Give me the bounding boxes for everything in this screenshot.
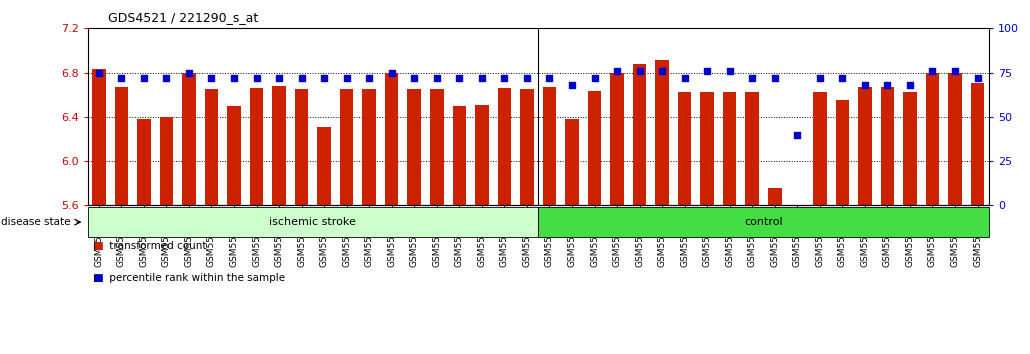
Text: ■  transformed count: ■ transformed count: [93, 241, 206, 251]
Bar: [700, 92, 714, 205]
Text: ■  percentile rank within the sample: ■ percentile rank within the sample: [93, 273, 285, 282]
Bar: [610, 73, 624, 205]
Point: [677, 75, 693, 81]
Point: [880, 82, 896, 88]
Point: [294, 75, 310, 81]
Bar: [363, 89, 376, 205]
Point: [360, 75, 377, 81]
Bar: [538, 207, 989, 237]
Bar: [655, 61, 668, 205]
Point: [901, 82, 918, 88]
Bar: [723, 92, 736, 205]
Point: [857, 82, 873, 88]
Point: [924, 68, 940, 74]
Bar: [137, 119, 150, 205]
Point: [812, 75, 828, 81]
Point: [609, 68, 625, 74]
Bar: [317, 127, 331, 205]
Bar: [858, 87, 871, 205]
Point: [789, 132, 805, 137]
Point: [451, 75, 468, 81]
Bar: [835, 100, 849, 205]
Bar: [768, 188, 782, 205]
Bar: [431, 89, 444, 205]
Point: [136, 75, 152, 81]
Point: [721, 68, 737, 74]
Bar: [881, 87, 894, 205]
Bar: [746, 92, 759, 205]
Point: [203, 75, 219, 81]
Point: [271, 75, 287, 81]
Bar: [813, 92, 826, 205]
Bar: [205, 89, 218, 205]
Point: [91, 70, 107, 75]
Point: [834, 75, 851, 81]
Text: control: control: [744, 217, 783, 227]
Bar: [588, 91, 602, 205]
Bar: [949, 73, 962, 205]
Bar: [88, 207, 538, 237]
Point: [631, 68, 648, 74]
Text: GDS4521 / 221290_s_at: GDS4521 / 221290_s_at: [108, 11, 259, 24]
Bar: [926, 73, 939, 205]
Point: [654, 68, 671, 74]
Bar: [340, 89, 353, 205]
Point: [563, 82, 580, 88]
Point: [159, 75, 175, 81]
Bar: [160, 117, 173, 205]
Bar: [475, 105, 488, 205]
Bar: [272, 86, 285, 205]
Point: [180, 70, 197, 75]
Point: [496, 75, 513, 81]
Point: [428, 75, 445, 81]
Text: disease state: disease state: [1, 217, 70, 227]
Text: ■: ■: [93, 241, 102, 251]
Point: [586, 75, 603, 81]
Bar: [970, 82, 985, 205]
Point: [947, 68, 963, 74]
Point: [744, 75, 760, 81]
Point: [766, 75, 783, 81]
Point: [519, 75, 536, 81]
Bar: [228, 106, 241, 205]
Text: ischemic stroke: ischemic stroke: [270, 217, 356, 227]
Bar: [249, 88, 264, 205]
Bar: [182, 73, 196, 205]
Bar: [903, 92, 917, 205]
Bar: [92, 69, 105, 205]
Bar: [114, 87, 128, 205]
Bar: [295, 89, 308, 205]
Point: [541, 75, 557, 81]
Point: [699, 68, 716, 74]
Point: [406, 75, 422, 81]
Point: [113, 75, 130, 81]
Bar: [678, 92, 691, 205]
Point: [248, 75, 265, 81]
Bar: [497, 88, 511, 205]
Bar: [408, 89, 421, 205]
Bar: [565, 119, 579, 205]
Bar: [452, 106, 466, 205]
Point: [339, 75, 355, 81]
Point: [969, 75, 986, 81]
Point: [226, 75, 242, 81]
Point: [383, 70, 400, 75]
Text: ■: ■: [93, 273, 102, 282]
Bar: [385, 73, 399, 205]
Point: [316, 75, 333, 81]
Bar: [520, 89, 534, 205]
Point: [474, 75, 490, 81]
Bar: [632, 64, 647, 205]
Bar: [543, 87, 556, 205]
